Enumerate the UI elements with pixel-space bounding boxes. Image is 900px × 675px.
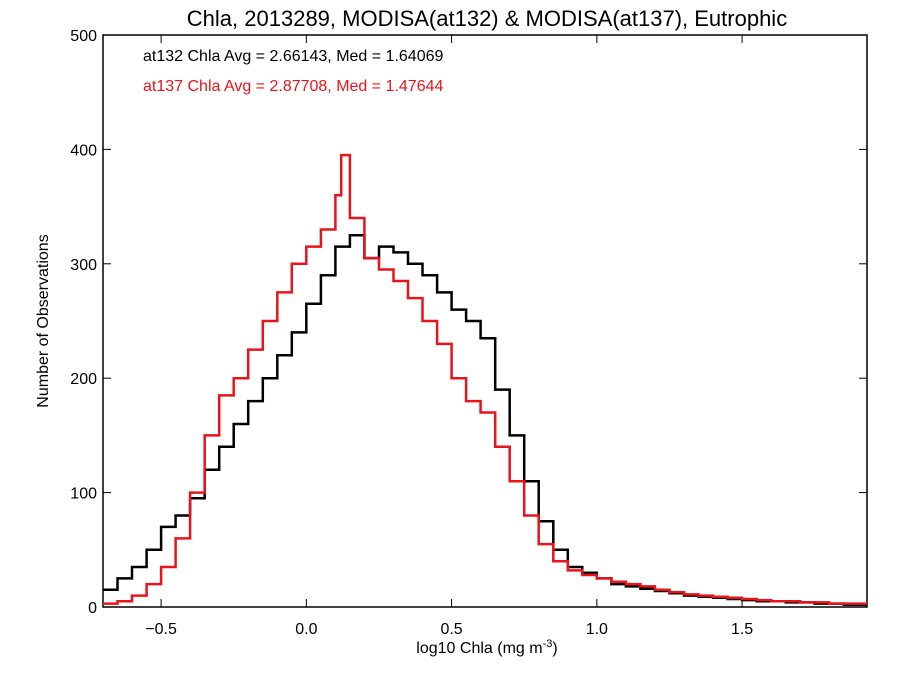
y-tick-label: 100 [70, 486, 97, 503]
plot-frame [102, 34, 868, 608]
x-axis: −0.5 0.0 0.5 1.0 1.5 [145, 35, 753, 638]
x-tick-label: 1.0 [586, 621, 608, 638]
series-line-at137 [103, 153, 867, 605]
y-tick-label: 300 [70, 257, 97, 274]
x-tick-label: −0.5 [145, 621, 177, 638]
x-axis-label-main: log10 Chla (mg m [416, 640, 542, 657]
series-line-at132 [103, 233, 867, 606]
y-tick-label: 400 [70, 142, 97, 159]
y-tick-label: 0 [88, 600, 97, 617]
legend-entry-at137: at137 Chla Avg = 2.87708, Med = 1.47644 [143, 78, 443, 95]
y-axis: 0 100 200 300 400 500 [70, 28, 867, 617]
series-layer [103, 153, 867, 606]
y-axis-label: Number of Observations [35, 234, 52, 407]
x-tick-label: 1.5 [731, 621, 753, 638]
y-tick-label: 200 [70, 371, 97, 388]
x-tick-label: 0.0 [295, 621, 317, 638]
x-axis-label-end: ) [552, 640, 557, 657]
y-tick-label: 500 [70, 28, 97, 45]
chart-title: Chla, 2013289, MODISA(at132) & MODISA(at… [187, 6, 787, 31]
x-axis-label: log10 Chla (mg m-3) [416, 638, 557, 657]
x-axis-label-sup: -3 [543, 638, 553, 650]
x-tick-label: 0.5 [440, 621, 462, 638]
legend-entry-at132: at132 Chla Avg = 2.66143, Med = 1.64069 [143, 48, 443, 65]
